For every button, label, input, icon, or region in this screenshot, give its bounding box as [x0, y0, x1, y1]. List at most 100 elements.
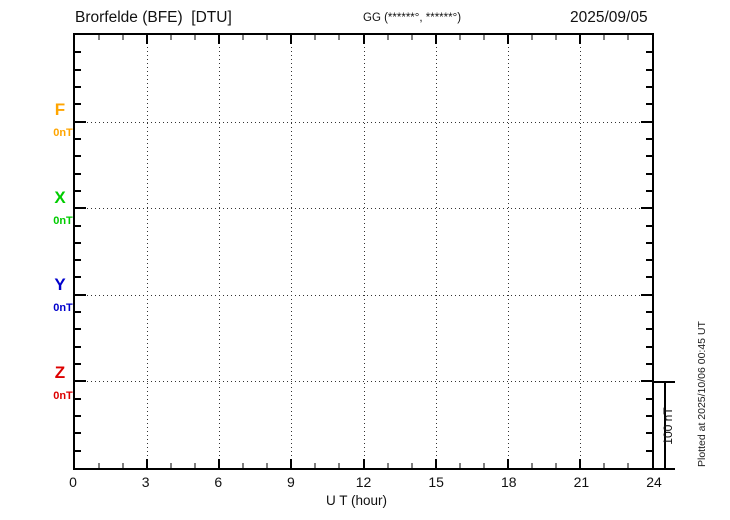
tick-top	[555, 35, 557, 40]
tick-bottom	[146, 459, 149, 468]
tick-top	[290, 35, 293, 44]
tick-left	[75, 224, 81, 227]
tick-top	[603, 35, 605, 40]
channel-baseline-label-X: 0nT	[53, 214, 73, 227]
gridline-vertical	[363, 35, 365, 468]
tick-bottom	[531, 463, 533, 468]
channel-baseline-label-Y: 0nT	[53, 302, 73, 315]
x-axis-title: U T (hour)	[326, 493, 388, 508]
gridline-vertical	[435, 35, 437, 468]
tick-right	[646, 68, 652, 71]
tick-right	[646, 311, 652, 314]
tick-left	[75, 189, 81, 192]
tick-top	[122, 35, 124, 40]
x-tick-label: 6	[214, 474, 223, 490]
tick-left	[75, 259, 81, 262]
tick-right	[646, 415, 652, 418]
tick-bottom	[459, 463, 461, 468]
tick-bottom	[627, 463, 629, 468]
tick-right	[646, 432, 652, 435]
tick-top	[338, 35, 340, 40]
tick-top	[627, 35, 629, 40]
x-tick-label: 24	[646, 474, 662, 490]
tick-left	[75, 311, 81, 314]
gridline-vertical	[579, 35, 581, 468]
scale-bar-line	[664, 381, 666, 470]
tick-top	[411, 35, 413, 40]
tick-top	[242, 35, 244, 40]
channel-label-X: X	[54, 187, 66, 207]
baseline-Y	[75, 294, 652, 296]
tick-right	[641, 120, 652, 123]
x-tick-label: 3	[141, 474, 150, 490]
tick-bottom	[411, 463, 413, 468]
gridline-vertical	[219, 35, 221, 468]
tick-bottom	[122, 463, 124, 468]
x-tick-label: 21	[573, 474, 590, 490]
baseline-Z	[75, 381, 652, 383]
tick-left	[75, 172, 81, 175]
tick-top	[98, 35, 100, 40]
tick-left	[75, 137, 81, 140]
tick-right	[646, 189, 652, 192]
tick-right	[646, 137, 652, 140]
plotted-at-timestamp: Plotted at 2025/10/06 00:45 UT	[696, 321, 708, 467]
tick-bottom	[266, 463, 268, 468]
tick-right	[641, 380, 652, 383]
tick-right	[646, 85, 652, 88]
tick-bottom	[242, 463, 244, 468]
channel-label-F: F	[54, 100, 66, 120]
tick-right	[646, 241, 652, 244]
tick-right	[646, 397, 652, 400]
tick-left	[75, 328, 81, 331]
tick-top	[362, 35, 365, 44]
tick-left	[75, 51, 81, 54]
tick-left	[75, 397, 81, 400]
tick-bottom	[506, 459, 509, 468]
tick-bottom	[290, 459, 293, 468]
tick-left	[75, 103, 81, 106]
tick-bottom	[218, 459, 221, 468]
tick-right	[646, 363, 652, 366]
tick-right	[646, 155, 652, 158]
tick-right	[641, 293, 652, 296]
tick-top	[578, 35, 581, 44]
tick-left	[75, 380, 86, 383]
x-tick-label: 12	[355, 474, 372, 490]
tick-right	[646, 328, 652, 331]
tick-top	[218, 35, 221, 44]
tick-right	[646, 51, 652, 54]
channel-label-Z: Z	[54, 362, 66, 382]
tick-bottom	[338, 463, 340, 468]
tick-left	[75, 345, 81, 348]
tick-left	[75, 415, 81, 418]
tick-right	[646, 103, 652, 106]
tick-top	[506, 35, 509, 44]
channel-baseline-label-F: 0nT	[53, 127, 73, 140]
tick-top	[314, 35, 316, 40]
tick-top	[531, 35, 533, 40]
tick-left	[75, 241, 81, 244]
scale-bar-bottom-cap	[653, 468, 675, 470]
tick-right	[641, 207, 652, 210]
station-title: Brorfelde (BFE) [DTU]	[75, 9, 232, 26]
tick-top	[266, 35, 268, 40]
tick-left	[75, 68, 81, 71]
gridline-vertical	[291, 35, 293, 468]
tick-left	[75, 293, 86, 296]
tick-top	[483, 35, 485, 40]
tick-left	[75, 363, 81, 366]
x-tick-label: 18	[500, 474, 517, 490]
tick-top	[459, 35, 461, 40]
channel-baseline-label-Z: 0nT	[53, 389, 73, 402]
gridline-vertical	[147, 35, 149, 468]
tick-top	[194, 35, 196, 40]
tick-top	[434, 35, 437, 44]
tick-bottom	[362, 459, 365, 468]
x-tick-label: 15	[428, 474, 444, 490]
tick-bottom	[387, 463, 389, 468]
tick-bottom	[170, 463, 172, 468]
baseline-F	[75, 121, 652, 123]
tick-left	[75, 432, 81, 435]
